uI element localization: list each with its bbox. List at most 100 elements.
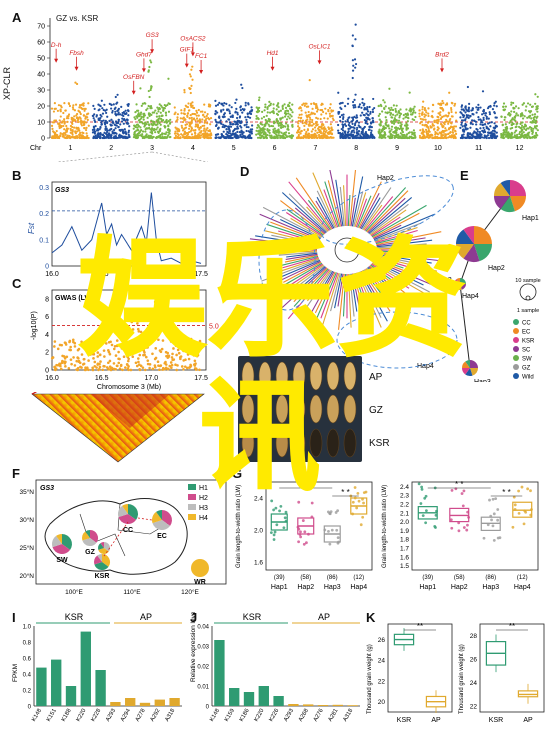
panel-a-point (436, 129, 439, 132)
panel-c-point (158, 368, 161, 371)
panel-d-branch (255, 235, 318, 247)
panel-a-point (222, 108, 225, 111)
panel-a-point (495, 105, 498, 108)
panel-a-point (114, 127, 117, 130)
panel-a-point (339, 136, 342, 140)
panel-a-point (214, 99, 217, 103)
panel-a-point (462, 114, 466, 117)
panel-a-point (291, 123, 294, 126)
panel-d-branch (376, 254, 431, 267)
panel-a-point (460, 123, 463, 126)
panel-a-point (284, 136, 287, 140)
panel-a-point (402, 136, 405, 139)
panel-a-point (390, 106, 393, 109)
panel-a-point (352, 129, 355, 132)
panel-a-point (266, 133, 269, 137)
panel-a-point (453, 104, 456, 107)
panel-a-point (358, 103, 362, 106)
panel-c-point (122, 340, 126, 344)
panel-c-point (130, 320, 134, 324)
panel-c-point (146, 359, 150, 362)
panel-c-xtick-label: 17.5 (194, 375, 208, 382)
panel-a-point (143, 124, 147, 127)
panel-a-point (188, 124, 191, 127)
panel-a-point (272, 120, 275, 123)
panel-a-point (120, 105, 123, 109)
panel-a-point (341, 129, 345, 132)
panel-a-point (365, 116, 368, 119)
panel-g-left-point (272, 508, 276, 512)
panel-a-point (53, 119, 56, 122)
panel-a-point (481, 90, 485, 93)
panel-a-point (346, 133, 349, 137)
panel-a-point (442, 109, 445, 112)
panel-a-point (436, 136, 439, 140)
panel-a-point (464, 106, 467, 109)
panel-a-point (508, 136, 511, 139)
panel-a-point (495, 116, 498, 119)
panel-a-point (477, 116, 480, 119)
panel-a-point (529, 110, 533, 113)
panel-a-ytick-label: 20 (37, 104, 45, 111)
panel-a-point (318, 135, 321, 138)
panel-a-point (460, 108, 463, 111)
panel-i-bar (95, 670, 106, 706)
panel-d-branch (351, 176, 364, 227)
panel-g-right-point (494, 497, 498, 501)
panel-a-point (461, 136, 464, 140)
panel-d-branch (376, 250, 426, 254)
panel-e-pie-slice (454, 279, 460, 284)
panel-a-point (60, 124, 63, 128)
panel-g-right-point (490, 518, 493, 522)
panel-a-point (441, 134, 445, 137)
panel-a-point (311, 120, 314, 124)
panel-a-point (139, 87, 142, 90)
panel-j-group-right: AP (318, 612, 330, 622)
panel-a-point (192, 118, 195, 121)
panel-d-branch (370, 209, 407, 236)
panel-d-branch (375, 255, 438, 272)
panel-d-branch (270, 221, 320, 242)
panel-a-point (221, 125, 224, 129)
panel-k-left-ytick-label: 24 (378, 658, 386, 665)
panel-a-point (323, 117, 326, 120)
panel-a-point (299, 119, 302, 122)
panel-e-legend-swatch (513, 364, 519, 370)
panel-e-pie-slice (500, 180, 510, 196)
panel-a-point (468, 132, 472, 135)
grain-seed (309, 428, 323, 458)
panel-a-point (326, 117, 329, 120)
panel-a-point (207, 117, 210, 120)
panel-g-right-point (522, 522, 526, 526)
panel-d-branch (365, 187, 407, 232)
panel-a-point (231, 114, 234, 117)
panel-c-point (144, 355, 148, 359)
panel-a-point (65, 127, 69, 130)
panel-a-point (220, 132, 223, 136)
panel-c-point (138, 349, 141, 353)
panel-k-right-xtick-label: AP (523, 717, 533, 724)
panel-a-point (156, 130, 160, 133)
panel-a-point (355, 128, 359, 131)
panel-a-point (377, 104, 380, 107)
panel-d-branch (274, 250, 318, 254)
panel-e-pie-slice (500, 196, 515, 212)
panel-a-point (475, 111, 478, 114)
panel-g-right-point (488, 498, 491, 502)
panel-e-legend-label: CC (522, 321, 531, 327)
panel-a-point (481, 129, 484, 132)
panel-a-point (414, 115, 417, 119)
panel-a-point (405, 124, 408, 127)
panel-j-xtick-label: A268 (298, 708, 310, 723)
panel-c-point (68, 348, 71, 352)
panel-d-branch (371, 204, 427, 238)
panel-g-right-box (449, 507, 470, 523)
panel-a-point (258, 106, 261, 109)
panel-c-ylabel: -log10(P) (31, 311, 38, 340)
panel-a-point (163, 121, 166, 124)
panel-j-bar (229, 688, 240, 706)
panel-c-point (60, 343, 64, 347)
panel-d-branch (314, 272, 337, 324)
panel-f-pie-slice (117, 505, 128, 518)
panel-g-right-sig: * * (502, 488, 510, 497)
